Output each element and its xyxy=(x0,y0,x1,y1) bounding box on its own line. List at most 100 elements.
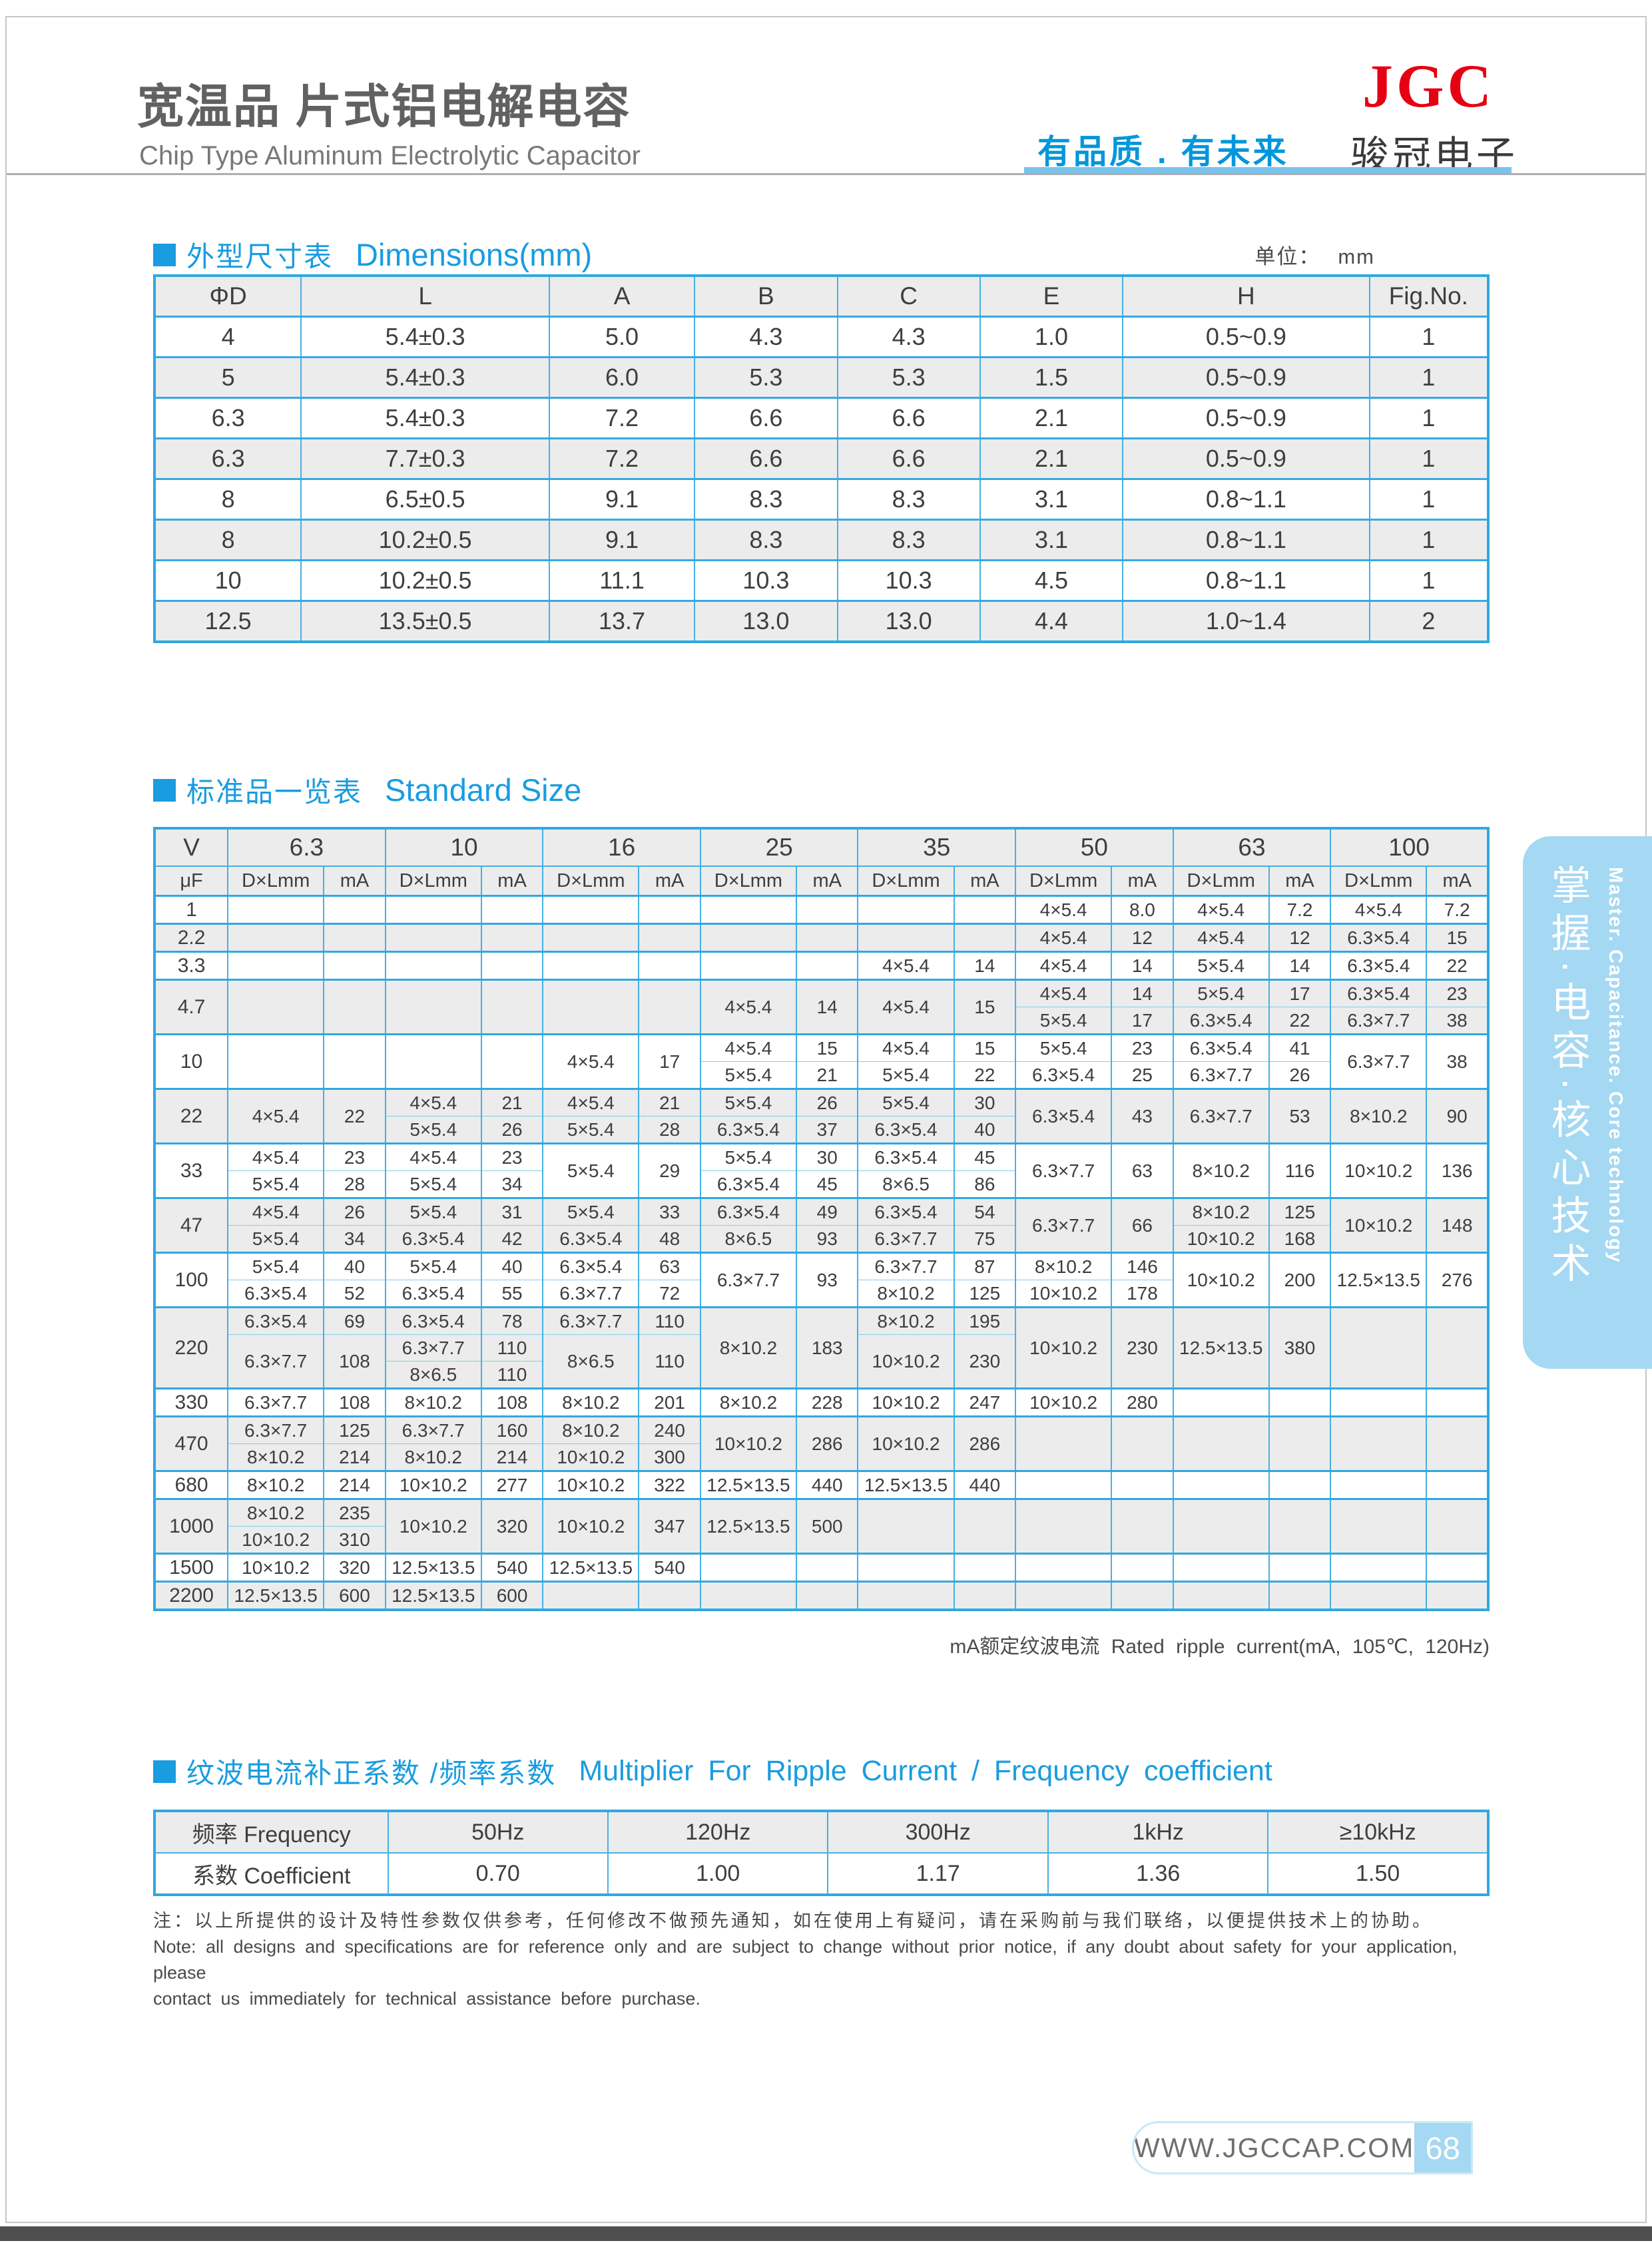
std-size-cell: 10×10.2 xyxy=(699,1415,796,1471)
dim-column-header: Fig.No. xyxy=(1368,274,1488,317)
std-ripple-cell: 63 xyxy=(1111,1142,1173,1198)
std-ripple-cell: 286 xyxy=(795,1415,858,1471)
std-size-cell: 8×10.2 xyxy=(384,1387,481,1417)
dim-cell: 3.1 xyxy=(979,478,1123,520)
std-size-cell xyxy=(227,1033,324,1089)
std-uf-cell: 4.7 xyxy=(153,979,228,1035)
std-ripple-cell: 540 xyxy=(638,1553,700,1582)
ripple-current-note: mA额定纹波电流 Rated ripple current(mA, 105℃, … xyxy=(950,1636,1490,1658)
std-ripple-cell xyxy=(638,979,700,1035)
freq-header-cell: 120Hz xyxy=(607,1810,828,1853)
std-size-cell xyxy=(227,979,324,1035)
dim-cell: 8 xyxy=(153,478,302,520)
std-size-cell: 6.3×7.7 xyxy=(542,1280,639,1308)
std-size-cell xyxy=(699,1553,796,1582)
freq-value-cell: 0.70 xyxy=(387,1852,608,1895)
std-size-cell: 5×5.4 xyxy=(857,1088,954,1117)
std-size-cell xyxy=(1015,1470,1112,1499)
std-d-label: D×Lmm xyxy=(699,866,796,896)
std-ripple-cell: 69 xyxy=(323,1306,386,1335)
std-size-cell: 6.3×7.7 xyxy=(1330,1033,1427,1089)
std-size-cell xyxy=(384,951,481,980)
std-size-cell xyxy=(384,895,481,924)
std-size-cell: 5×5.4 xyxy=(1172,951,1269,980)
footer-bottom-bar xyxy=(0,2226,1652,2241)
standard-size-table-body: 1 4×5.4 8.0 4×5.4 7.2 4×5.4 7.2 2.2 4×5.4 12 4×5.4… xyxy=(153,895,1488,1610)
std-ripple-cell: 7.2 xyxy=(1426,895,1488,924)
dim-cell: 3.1 xyxy=(979,519,1123,561)
dim-cell: 6.0 xyxy=(548,356,695,398)
dim-cell: 0.5~0.9 xyxy=(1122,316,1370,358)
std-size-cell: 4×5.4 xyxy=(857,979,954,1035)
standard-size-title-en: Standard Size xyxy=(385,772,582,808)
std-row: 1000 8×10.2 235 10×10.2 320 10×10.2 347 12.5×13… xyxy=(153,1498,1488,1554)
unit-label: 单位： mm xyxy=(1254,245,1375,268)
std-ripple-cell: 183 xyxy=(795,1306,858,1389)
std-size-cell xyxy=(699,923,796,952)
std-size-cell xyxy=(1330,1387,1427,1417)
dim-cell: 8.3 xyxy=(836,478,980,520)
std-size-cell: 6.3×5.4 xyxy=(1015,1061,1112,1089)
std-ripple-cell: 15 xyxy=(953,979,1016,1035)
std-size-cell xyxy=(699,951,796,980)
std-ripple-cell: 12 xyxy=(1268,923,1331,952)
std-ripple-cell: 26 xyxy=(480,1116,543,1144)
std-ripple-cell: 440 xyxy=(953,1470,1016,1499)
std-size-cell: 8×10.2 xyxy=(857,1280,954,1308)
std-ripple-cell: 146 xyxy=(1111,1252,1173,1280)
std-ripple-cell: 310 xyxy=(323,1526,386,1554)
std-ripple-cell: 125 xyxy=(323,1415,386,1444)
std-row: 33 4×5.4 23 4×5.4 23 5×5.4 29 5×5.4 30 6.3×5.4 45 6… xyxy=(153,1142,1488,1198)
dimensions-title-en: Dimensions(mm) xyxy=(356,237,593,272)
std-ripple-cell: 45 xyxy=(953,1142,1016,1171)
dim-cell: 8 xyxy=(153,519,302,561)
std-size-cell: 8×10.2 xyxy=(1172,1142,1269,1198)
std-size-cell xyxy=(542,923,639,952)
dim-cell: 5.4±0.3 xyxy=(300,356,549,398)
freq-value-cell: 系数 Coefficient xyxy=(154,1852,388,1895)
dim-cell: 13.7 xyxy=(548,600,695,642)
std-size-cell: 6.3×7.7 xyxy=(1015,1197,1112,1253)
std-ripple-cell: 78 xyxy=(480,1306,543,1335)
std-row: 5×5.4 21 5×5.4 22 6.3×5.4 25 6.3×7.7 26 xyxy=(154,1061,1488,1089)
std-ripple-cell xyxy=(953,923,1016,952)
std-voltage-header: 16 xyxy=(542,828,700,866)
dim-row: 6.3 5.4±0.3 7.2 6.6 6.6 2.1 0.5~0.9 1 xyxy=(153,397,1488,439)
std-ripple-cell: 26 xyxy=(795,1088,858,1117)
std-size-cell: 5×5.4 xyxy=(542,1116,639,1144)
std-ripple-cell xyxy=(953,1553,1016,1582)
std-size-cell: 10×10.2 xyxy=(857,1415,954,1471)
std-size-cell: 8×10.2 xyxy=(227,1443,324,1471)
std-size-cell xyxy=(1172,1470,1269,1499)
dimensions-section-title: 外型尺寸表 Dimensions(mm) 单位： mm xyxy=(153,234,1490,275)
std-ripple-cell: 72 xyxy=(638,1280,700,1308)
std-voltage-header: 63 xyxy=(1172,828,1331,866)
dim-cell: 6.6 xyxy=(694,397,838,439)
std-size-cell: 5×5.4 xyxy=(1015,1007,1112,1035)
jgc-logo: JGC xyxy=(1362,52,1495,120)
std-ripple-cell: 214 xyxy=(480,1443,543,1471)
sidebar-slogan-en: Master. Capacitance. Core technology xyxy=(1605,867,1626,1264)
std-size-cell: 10×10.2 xyxy=(1172,1252,1269,1308)
dim-cell: 5.3 xyxy=(694,356,838,398)
std-ripple-cell: 17 xyxy=(1268,979,1331,1007)
std-ripple-cell xyxy=(323,1033,386,1089)
std-size-cell: 4×5.4 xyxy=(542,1033,639,1089)
std-ripple-cell: 214 xyxy=(323,1443,386,1471)
std-ripple-cell: 63 xyxy=(638,1252,700,1280)
std-size-cell: 4×5.4 xyxy=(1015,923,1112,952)
std-ripple-cell: 110 xyxy=(480,1361,543,1389)
std-row: 10×10.2 310 xyxy=(154,1526,1488,1554)
std-ripple-cell xyxy=(1268,1387,1331,1417)
dim-cell: 0.8~1.1 xyxy=(1122,519,1370,561)
std-ripple-cell: 12 xyxy=(1111,923,1173,952)
unit-value: mm xyxy=(1338,245,1375,268)
sidebar-tab: 掌握·电容·核心技术 Master. Capacitance. Core tec… xyxy=(1523,836,1652,1369)
std-size-cell: 5×5.4 xyxy=(384,1197,481,1226)
std-ripple-cell: 90 xyxy=(1426,1088,1488,1144)
std-ripple-cell: 108 xyxy=(323,1387,386,1417)
std-ripple-cell xyxy=(1426,1470,1488,1499)
std-voltage-header-row: V 6.3 10 16 25 35 50 63 100 xyxy=(153,828,1488,866)
std-size-cell: 12.5×13.5 xyxy=(227,1581,324,1610)
std-ripple-cell xyxy=(323,951,386,980)
